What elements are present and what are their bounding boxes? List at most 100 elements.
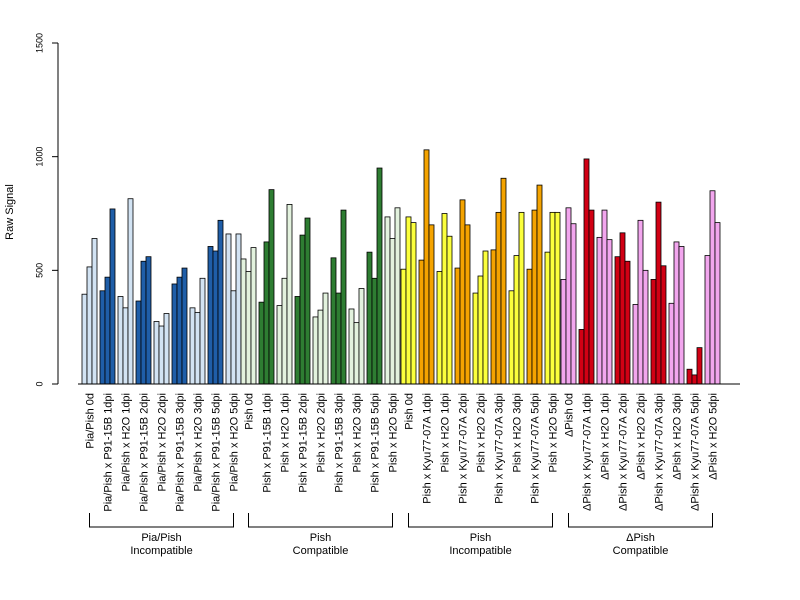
group-bracket: [89, 513, 234, 528]
category-label: ΔPish x Kyu77-07A 2dpi: [618, 393, 630, 511]
bar: [400, 268, 407, 385]
category-label: ΔPish x H2O 5dpi: [708, 393, 720, 480]
group-bracket: [408, 513, 553, 528]
group-bracket: [568, 513, 713, 528]
bar: [258, 301, 265, 385]
bar: [145, 256, 152, 385]
bar: [245, 271, 252, 385]
category-labels: Pia/Pish 0d Pia/Pish x P91-15B 1dpi Pia/Pi…: [85, 393, 720, 512]
bar: [194, 311, 201, 385]
bar: [235, 233, 242, 385]
y-tick-label: 0: [34, 381, 44, 386]
category-label: Pish x P91-15B 3dpi: [334, 393, 346, 493]
group-brackets: Pia/PishIncompatiblePishCompatiblePishIn…: [89, 513, 713, 557]
group-label-line2: Compatible: [613, 545, 669, 557]
bar: [294, 296, 301, 385]
category-label: Pish x Kyu77-07A 1dpi: [422, 393, 434, 504]
bar: [606, 239, 613, 385]
bar: [565, 207, 572, 385]
category-label: Pish x Kyu77-07A 2dpi: [458, 393, 470, 504]
category-label: Pia/Pish x H2O 5dpi: [229, 393, 241, 491]
category-label: Pish 0d: [404, 393, 416, 430]
bar: [99, 290, 106, 385]
bar: [637, 219, 644, 385]
y-axis-label: Raw Signal: [4, 184, 16, 240]
category-label: Pish x H2O 2dpi: [476, 393, 488, 472]
category-label: ΔPish x H2O 2dpi: [636, 393, 648, 480]
bar: [268, 189, 275, 385]
bar: [544, 251, 551, 385]
category-label: Pia/Pish x H2O 1dpi: [121, 393, 133, 491]
category-label: ΔPish x Kyu77-07A 3dpi: [654, 393, 666, 511]
bar: [554, 211, 561, 385]
category-label: Pish 0d: [244, 393, 256, 430]
group-label-line1: Pia/Pish: [141, 532, 181, 544]
bar: [158, 325, 165, 385]
bar: [660, 265, 667, 385]
bar: [358, 288, 365, 385]
bar: [330, 257, 337, 385]
bar: [583, 158, 590, 385]
bar: [81, 293, 88, 385]
bar: [518, 211, 525, 385]
bar: [436, 271, 443, 385]
bar: [286, 204, 293, 385]
category-label: Pish x Kyu77-07A 3dpi: [494, 393, 506, 504]
category-label: Pia/Pish x P91-15B 3dpi: [175, 393, 187, 512]
bar: [588, 209, 595, 385]
group-label-line1: Pish: [470, 532, 491, 544]
category-label: Pia/Pish x H2O 2dpi: [157, 393, 169, 491]
category-label: Pia/Pish x P91-15B 5dpi: [211, 393, 223, 512]
bar: [366, 251, 373, 385]
bar: [459, 199, 466, 385]
bar: [109, 208, 116, 385]
y-axis: 0 500 1000 1500: [34, 33, 59, 387]
bar: [276, 305, 283, 385]
bar: [230, 290, 237, 385]
bar: [376, 167, 383, 385]
y-tick-label: 1500: [34, 33, 44, 53]
category-label: Pia/Pish x P91-15B 1dpi: [103, 393, 115, 512]
group-label-line1: Pish: [310, 532, 331, 544]
bar: [117, 296, 124, 385]
bar: [709, 190, 716, 385]
bar: [428, 224, 435, 385]
category-label: ΔPish x H2O 1dpi: [600, 393, 612, 480]
category-label: ΔPish x Kyu77-07A 1dpi: [582, 393, 594, 511]
bar: [560, 279, 567, 385]
bar: [418, 259, 425, 385]
bar: [171, 283, 178, 385]
bar: [317, 309, 324, 385]
group-label-line2: Incompatible: [449, 545, 511, 557]
y-tick-label: 1000: [34, 147, 44, 167]
group-label-line1: ΔPish: [626, 532, 655, 544]
bar: [335, 292, 342, 385]
bar: [446, 235, 453, 385]
group-label-line2: Compatible: [293, 545, 349, 557]
bar: [384, 216, 391, 385]
bar: [655, 201, 662, 385]
bar: [423, 149, 430, 385]
bar: [482, 250, 489, 385]
bar: [650, 279, 657, 385]
bar: [691, 374, 698, 385]
bar: [281, 277, 288, 385]
bar: [526, 268, 533, 385]
bar: [508, 290, 515, 385]
bar: [405, 216, 412, 385]
bar: [340, 209, 347, 385]
y-tick-label: 500: [34, 263, 44, 278]
category-label: Pish x P91-15B 5dpi: [370, 393, 382, 493]
bar: [500, 177, 507, 385]
bar: [614, 256, 621, 385]
bar: [207, 246, 214, 385]
bar: [495, 211, 502, 385]
bar: [176, 276, 183, 385]
bar: [673, 241, 680, 385]
bar: [240, 258, 247, 385]
bar: [536, 184, 543, 385]
bar: [163, 313, 170, 385]
bar: [472, 292, 479, 385]
